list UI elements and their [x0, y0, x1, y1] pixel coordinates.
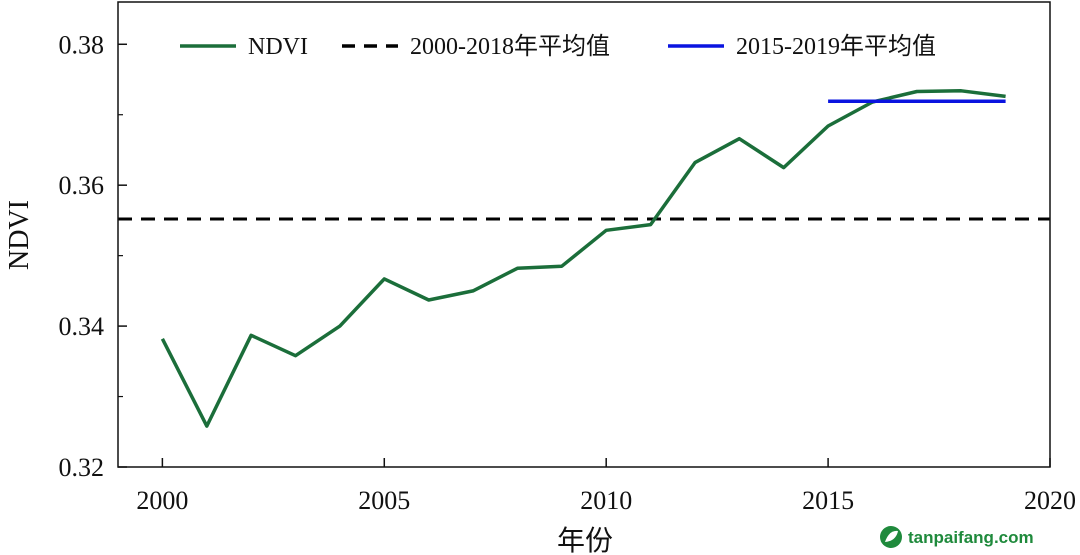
x-tick-label: 2010 [580, 486, 632, 515]
y-tick-label: 0.38 [59, 30, 105, 59]
x-tick-label: 2015 [802, 486, 854, 515]
y-tick-label: 0.34 [59, 312, 105, 341]
legend: NDVI 2000-2018年平均值 2015-2019年平均值 [180, 33, 936, 60]
legend-label-0: NDVI [248, 34, 308, 60]
x-axis-title: 年份 [557, 525, 613, 555]
y-axis-ticks: 0.32 0.34 0.36 0.38 [59, 30, 127, 482]
leaf-logo-icon [880, 526, 902, 548]
plot-area-frame [117, 1, 1051, 468]
legend-label-2: 2015-2019年平均值 [736, 33, 936, 60]
x-tick-label: 2005 [358, 486, 410, 515]
x-axis-ticks: 2000 2005 2010 2015 2020 [136, 458, 1076, 515]
series-layer [118, 89, 1050, 428]
watermark: tanpaifang.com [880, 526, 1034, 548]
series-line-0 [160, 89, 1006, 428]
legend-label-1: 2000-2018年平均值 [410, 33, 610, 60]
y-axis-title: NDVI [4, 200, 35, 270]
watermark-text: tanpaifang.com [908, 528, 1034, 547]
y-tick-label: 0.36 [59, 171, 105, 200]
x-tick-label: 2020 [1024, 486, 1076, 515]
y-tick-label: 0.32 [59, 453, 105, 482]
x-tick-label: 2000 [136, 486, 188, 515]
